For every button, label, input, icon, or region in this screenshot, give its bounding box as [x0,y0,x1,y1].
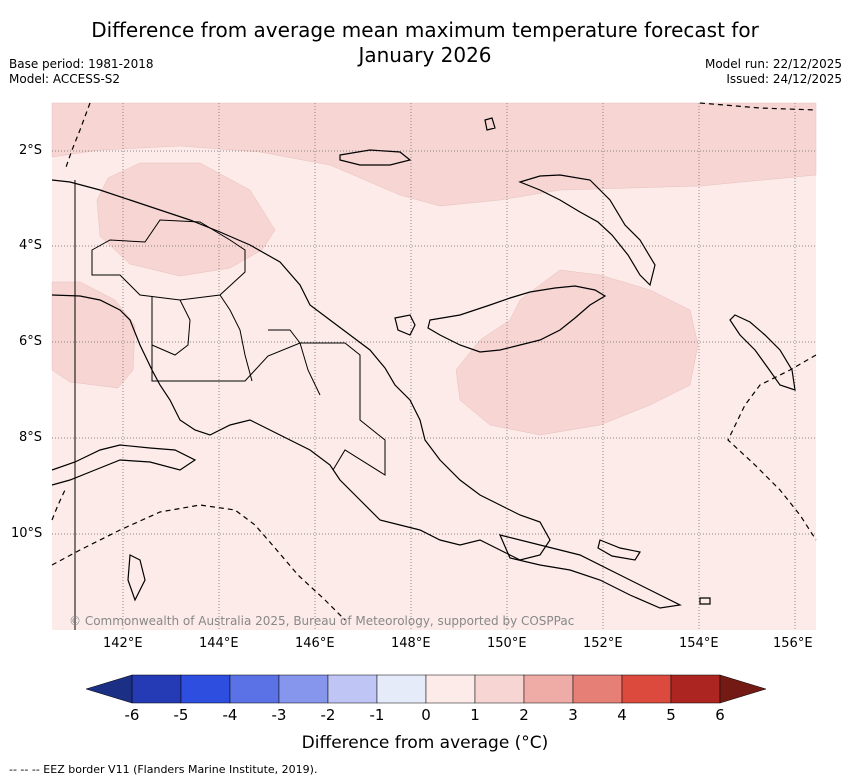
colorbar-tick: -3 [271,706,287,724]
colorbar-swatch [670,674,721,704]
colorbar-swatch [425,674,476,704]
lon-label-146e: 146°E [295,636,335,651]
colorbar-extend-low [85,674,133,704]
colorbar-swatch [474,674,525,704]
gridlines [52,103,816,630]
issued-date: Issued: 24/12/2025 [726,72,842,86]
colorbar-tick: -6 [124,706,140,724]
lon-label-152e: 152°E [583,636,623,651]
lon-label-148e: 148°E [391,636,431,651]
warm-region-west [51,281,136,389]
colorbar-tick: -5 [173,706,189,724]
colorbar-extend-high [719,674,767,704]
lon-label-150e: 150°E [487,636,527,651]
model-run: Model run: 22/12/2025 [704,57,842,71]
colorbar-tick: 4 [617,706,627,724]
lat-label-4s: 4°S [19,238,43,253]
map-title: Difference from average mean maximum tem… [0,18,850,68]
lon-label-156e: 156°E [773,636,813,651]
colorbar-tick: 6 [715,706,725,724]
colorbar-tick: 3 [568,706,578,724]
model-name: Model: ACCESS-S2 [9,72,121,86]
eez-legend-note: -- -- -- EEZ border V11 (Flanders Marine… [9,763,318,776]
eez-border [51,102,817,621]
lon-label-142e: 142°E [103,636,143,651]
lat-label-6s: 6°S [19,334,43,349]
lat-label-2s: 2°S [19,143,43,158]
coastlines [51,117,796,609]
colorbar-title: Difference from average (°C) [301,733,549,753]
colorbar [85,674,767,704]
lon-label-154e: 154°E [679,636,719,651]
colorbar-swatch [376,674,427,704]
colorbar-tick: -1 [369,706,385,724]
title-line-1: Difference from average mean maximum tem… [91,18,759,42]
colorbar-tick: 2 [519,706,529,724]
colorbar-swatch [327,674,378,704]
colorbar-tick: 5 [666,706,676,724]
warm-region-new-britain [455,269,699,436]
lat-label-10s: 10°S [11,526,43,541]
meta-right: Model run: 22/12/2025 Issued: 24/12/2025 [705,57,842,87]
warm-region-north [51,102,817,207]
colorbar-swatch [131,674,182,704]
colorbar-swatch [621,674,672,704]
base-period: Base period: 1981-2018 [9,57,154,71]
country-borders [74,180,386,630]
colorbar-tick: 0 [421,706,431,724]
colorbar-tick: -2 [320,706,336,724]
colorbar-tick: -4 [222,706,238,724]
colorbar-tick: 1 [470,706,480,724]
colorbar-swatch [229,674,280,704]
title-line-2: January 2026 [358,43,492,67]
meta-left: Base period: 1981-2018 Model: ACCESS-S2 [9,57,154,87]
lat-label-8s: 8°S [19,430,43,445]
lon-label-144e: 144°E [199,636,239,651]
copyright-notice: © Commonwealth of Australia 2025, Bureau… [69,614,575,628]
warm-region-highlands [96,162,276,277]
colorbar-swatch [523,674,574,704]
colorbar-swatch [278,674,329,704]
colorbar-swatch [572,674,623,704]
colorbar-swatch [180,674,231,704]
